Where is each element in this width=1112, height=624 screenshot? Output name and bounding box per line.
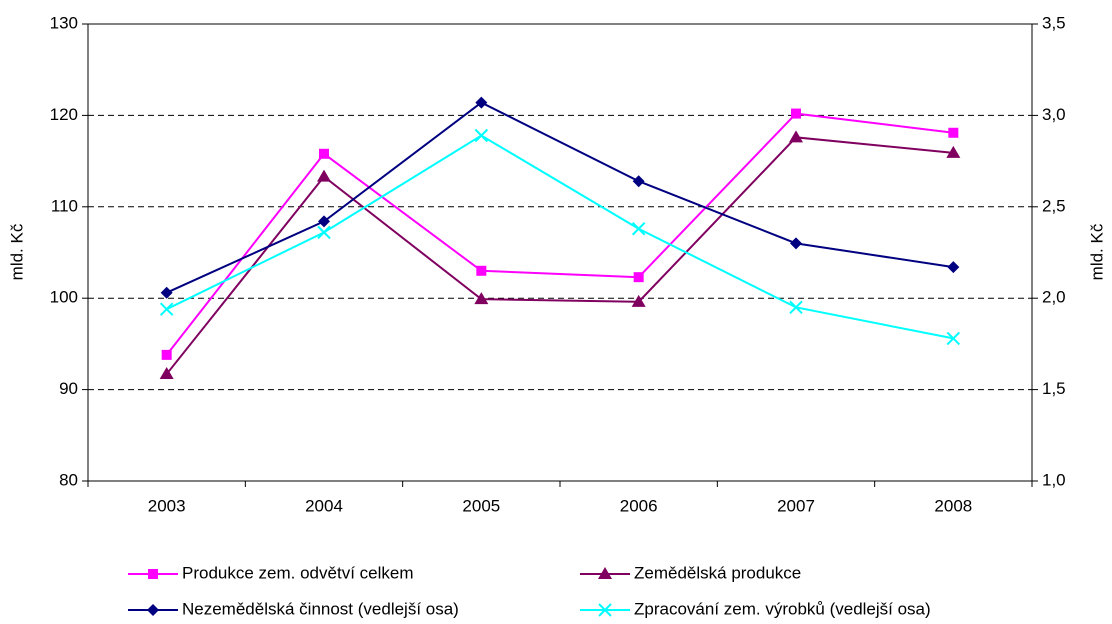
series-line bbox=[165, 136, 954, 375]
y-tick-label: 90 bbox=[59, 379, 78, 398]
y-tick-label: 80 bbox=[59, 470, 78, 489]
data-point bbox=[631, 294, 646, 307]
y2-tick-label: 3,0 bbox=[1042, 105, 1066, 124]
legend-label: Zemědělská produkce bbox=[634, 563, 801, 582]
data-point bbox=[790, 237, 802, 250]
data-point bbox=[476, 265, 487, 276]
legend-marker bbox=[598, 567, 612, 579]
plot-area bbox=[87, 23, 1033, 482]
data-point bbox=[789, 300, 803, 315]
data-point bbox=[474, 292, 489, 305]
x-tick-label: 2008 bbox=[934, 496, 972, 515]
legend-marker bbox=[148, 569, 158, 579]
x-tick-label: 2006 bbox=[620, 496, 658, 515]
data-point bbox=[161, 349, 172, 360]
data-point bbox=[159, 367, 174, 380]
data-point bbox=[948, 127, 959, 138]
x-tick-label: 2004 bbox=[305, 496, 343, 515]
y-tick-label: 110 bbox=[51, 196, 78, 215]
series-line bbox=[166, 101, 954, 294]
data-point bbox=[475, 96, 488, 109]
data-point bbox=[319, 148, 329, 159]
legend-marker bbox=[147, 604, 159, 616]
data-point bbox=[317, 225, 331, 240]
data-point bbox=[160, 286, 173, 299]
data-point bbox=[474, 128, 489, 143]
y-tick-label: 130 bbox=[50, 13, 78, 32]
y2-tick-label: 1,0 bbox=[1042, 470, 1066, 489]
y2-axis-title: mld. Kč bbox=[1087, 223, 1106, 280]
data-point bbox=[631, 222, 646, 236]
data-point bbox=[946, 145, 961, 158]
x-tick-label: 2003 bbox=[148, 496, 186, 515]
legend-label: Produkce zem. odvětví celkem bbox=[182, 563, 413, 582]
y2-tick-label: 2,5 bbox=[1042, 196, 1066, 215]
data-point bbox=[789, 130, 803, 143]
data-point bbox=[159, 302, 174, 316]
data-point bbox=[791, 108, 801, 119]
y-tick-label: 100 bbox=[50, 288, 78, 307]
y-tick-label: 120 bbox=[50, 105, 78, 124]
legend-marker bbox=[598, 603, 612, 617]
y2-tick-label: 3,5 bbox=[1042, 13, 1066, 32]
legend-label: Zpracování zem. výrobků (vedlejší osa) bbox=[634, 599, 931, 618]
series-line bbox=[165, 112, 954, 356]
data-point bbox=[946, 331, 961, 346]
data-point bbox=[317, 169, 331, 182]
series-line bbox=[166, 134, 954, 340]
data-point bbox=[633, 272, 644, 283]
x-tick-label: 2005 bbox=[462, 496, 500, 515]
data-point bbox=[632, 175, 645, 188]
y2-tick-label: 1,5 bbox=[1042, 379, 1066, 398]
y2-tick-label: 2,0 bbox=[1042, 288, 1066, 307]
data-point bbox=[947, 261, 960, 274]
x-tick-label: 2007 bbox=[777, 496, 815, 515]
legend-label: Nezemědělská činnost (vedlejší osa) bbox=[182, 599, 459, 618]
data-point bbox=[318, 215, 330, 228]
y-axis-title: mld. Kč bbox=[7, 223, 26, 280]
